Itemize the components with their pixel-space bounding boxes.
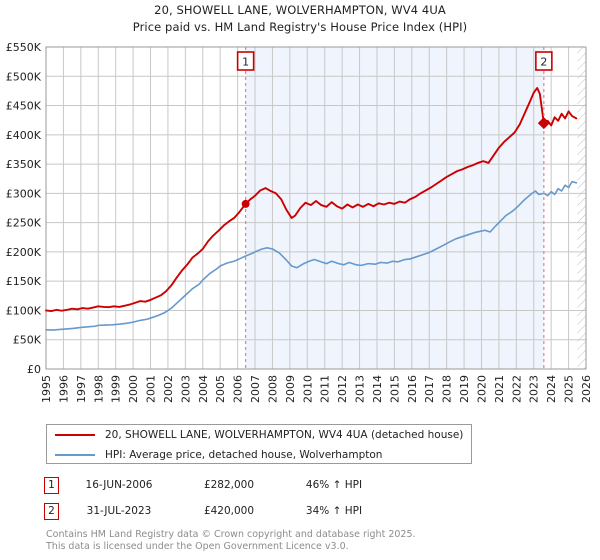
x-axis-tick-label: 1995 — [40, 375, 53, 403]
transaction-hpi-1: 46% ↑ HPI — [305, 479, 363, 491]
no-data-hatched-region — [577, 47, 586, 369]
table-row: 1 16-JUN-2006 £282,000 46% ↑ HPI — [44, 472, 474, 498]
marker-badge-1: 1 — [44, 476, 59, 494]
footer-line-2: This data is licensed under the Open Gov… — [46, 540, 349, 552]
y-axis-tick-label: £300K — [6, 187, 42, 200]
x-axis-tick-label: 2017 — [423, 375, 436, 403]
marker-label-2: 2 — [540, 56, 547, 69]
marker-label-1: 1 — [242, 56, 249, 69]
x-axis-tick-label: 2007 — [249, 375, 262, 403]
x-axis-tick-label: 2023 — [528, 375, 541, 403]
x-axis-tick-label: 2009 — [284, 375, 297, 403]
series-line-hpi — [45, 180, 578, 331]
y-axis-tick-label: £550K — [6, 41, 42, 54]
marker-label-box-1 — [236, 51, 255, 71]
chart-plot-area: £0 £50K £100K £150K £200K £250K £300K £350K £400… — [6, 41, 593, 403]
page-title: 20, SHOWELL LANE, WOLVERHAMPTON, WV4 4UA… — [0, 2, 600, 36]
y-axis-tick-label: £500K — [6, 70, 42, 83]
y-axis-tick-label: £50K — [13, 334, 42, 347]
x-axis-tick-label: 2003 — [179, 375, 192, 403]
legend-swatch-price — [55, 434, 95, 436]
x-axis-tick-label: 2014 — [371, 375, 384, 403]
marker-point-2 — [537, 117, 550, 130]
x-axis-tick-label: 2010 — [301, 375, 314, 403]
x-axis-tick-label: 1999 — [110, 375, 123, 403]
x-axis-tick-label: 2016 — [406, 375, 419, 403]
y-axis-tick-label: £250K — [6, 217, 42, 230]
legend-item-price: 20, SHOWELL LANE, WOLVERHAMPTON, WV4 4UA… — [47, 425, 471, 445]
series-line-price-paid — [45, 87, 578, 312]
x-axis-tick-label: 2025 — [563, 375, 576, 403]
y-axis-tick-label: £150K — [6, 275, 42, 288]
marker-label-box-2 — [535, 51, 553, 71]
y-axis-tick-label: £350K — [6, 158, 42, 171]
x-axis-tick-label: 2000 — [127, 375, 140, 403]
x-axis-tick-label: 2002 — [162, 375, 175, 403]
y-axis-tick-label: £100K — [6, 304, 42, 317]
footer-attribution: Contains HM Land Registry data © Crown c… — [46, 529, 566, 552]
legend-swatch-hpi — [55, 454, 95, 456]
x-axis-tick-label: 2005 — [214, 375, 227, 403]
x-axis-tick-label: 2018 — [441, 375, 454, 403]
legend-label-hpi: HPI: Average price, detached house, Wolv… — [105, 449, 383, 461]
x-axis-tick-label: 1998 — [92, 375, 105, 403]
table-row: 2 31-JUL-2023 £420,000 34% ↑ HPI — [44, 498, 474, 524]
transaction-date-1: 16-JUN-2006 — [85, 479, 153, 491]
marker-point-1 — [241, 199, 250, 208]
y-axis-tick-label: £450K — [6, 100, 42, 113]
transaction-price-2: £420,000 — [203, 505, 255, 517]
marker-badge-2: 2 — [44, 502, 59, 520]
x-axis-tick-label: 2020 — [475, 375, 488, 403]
transactions-table: 1 16-JUN-2006 £282,000 46% ↑ HPI 2 31-JU… — [44, 472, 474, 524]
x-axis-tick-label: 2021 — [493, 375, 506, 403]
x-axis-tick-label: 1997 — [75, 375, 88, 403]
x-axis-tick-label: 2012 — [336, 375, 349, 403]
legend-label-price: 20, SHOWELL LANE, WOLVERHAMPTON, WV4 4UA… — [105, 429, 464, 441]
footer-line-1: Contains HM Land Registry data © Crown c… — [46, 529, 416, 540]
x-axis-tick-label: 2019 — [458, 375, 471, 403]
title-line-1: 20, SHOWELL LANE, WOLVERHAMPTON, WV4 4UA — [154, 3, 446, 17]
x-axis-tick-label: 2006 — [232, 375, 245, 403]
x-axis-tick-label: 2011 — [319, 375, 332, 403]
plot-border — [45, 46, 587, 370]
x-axis-tick-label: 2026 — [580, 375, 593, 403]
title-line-2: Price paid vs. HM Land Registry's House … — [132, 20, 468, 34]
x-axis-tick-label: 1996 — [57, 375, 70, 403]
x-axis-tick-label: 2001 — [145, 375, 158, 403]
x-axis-tick-label: 2015 — [388, 375, 401, 403]
x-axis-tick-label: 2008 — [266, 375, 279, 403]
y-axis-tick-label: £200K — [6, 246, 42, 259]
transaction-date-2: 31-JUL-2023 — [86, 505, 152, 517]
legend-item-hpi: HPI: Average price, detached house, Wolv… — [47, 445, 471, 465]
x-axis-tick-label: 2022 — [510, 375, 523, 403]
x-axis-tick-label: 2004 — [197, 375, 210, 403]
y-axis-tick-label: £0 — [27, 363, 41, 376]
chart-legend: 20, SHOWELL LANE, WOLVERHAMPTON, WV4 4UA… — [46, 424, 472, 464]
x-axis-tick-label: 2024 — [545, 375, 558, 403]
transaction-price-1: £282,000 — [203, 479, 255, 491]
x-axis-tick-label: 2013 — [354, 375, 367, 403]
y-axis-tick-label: £400K — [6, 129, 42, 142]
transaction-hpi-2: 34% ↑ HPI — [305, 505, 363, 517]
